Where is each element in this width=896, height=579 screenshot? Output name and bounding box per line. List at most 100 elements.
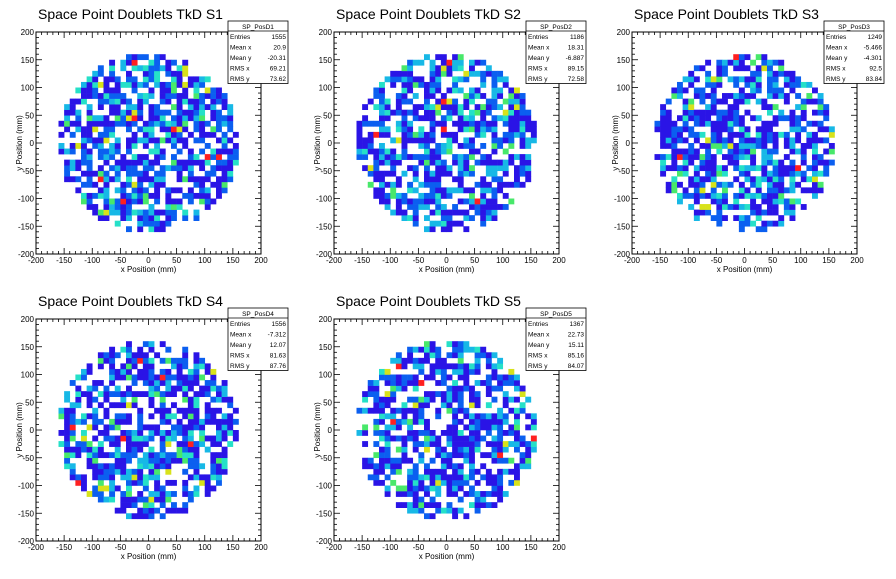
bin-cell	[435, 109, 442, 116]
bin-cell	[176, 98, 183, 105]
bin-cell	[733, 76, 740, 83]
bin-cell	[193, 126, 200, 133]
bin-cell	[221, 165, 228, 172]
bin-cell	[148, 491, 155, 497]
bin-cell	[435, 357, 442, 364]
bin-cell	[395, 181, 402, 188]
bin-cell	[693, 192, 700, 199]
bin-cell	[148, 430, 155, 436]
bin-cell	[379, 192, 385, 199]
bin-cell	[772, 198, 779, 205]
bin-cell	[137, 192, 144, 199]
bin-cell	[75, 418, 82, 425]
bin-cell	[671, 154, 678, 160]
bin-cell	[474, 70, 481, 77]
bin-cell	[693, 115, 700, 122]
x-tick-label: 100	[496, 256, 510, 265]
bin-cell	[722, 98, 728, 105]
bin-cell	[750, 143, 757, 149]
bin-cell	[693, 209, 700, 216]
bin-cell	[154, 187, 161, 194]
bin-cell	[508, 93, 515, 99]
bin-cell	[159, 176, 166, 183]
bin-cell	[401, 363, 408, 370]
bin-cell	[424, 165, 430, 172]
bin-cell	[412, 204, 419, 210]
bin-cell	[159, 109, 166, 116]
bin-cell	[384, 109, 391, 116]
stats-frame	[525, 20, 587, 84]
bin-cell	[373, 187, 380, 194]
bin-cell	[761, 126, 768, 133]
bin-cell	[463, 441, 470, 447]
bin-cell	[463, 115, 470, 122]
heatmap-svg: Space Point Doublets TkD S4-200 -150 -100-…	[15, 293, 289, 561]
bin-cell	[424, 137, 430, 144]
bin-cell	[109, 441, 116, 447]
bin-cell	[165, 165, 172, 172]
y-tick-label: 50	[621, 111, 630, 120]
bin-cell	[126, 468, 132, 475]
bin-cell	[126, 385, 132, 392]
bin-cell	[474, 491, 481, 497]
bin-cell	[126, 148, 132, 155]
y-tick-label: 100	[617, 84, 631, 93]
bin-cell	[733, 148, 740, 155]
bin-cell	[137, 507, 144, 514]
bin-cell	[474, 93, 481, 99]
bin-cell	[221, 452, 228, 459]
bin-cell	[693, 154, 700, 160]
bin-cell	[187, 81, 194, 88]
bin-cell	[699, 181, 706, 188]
bin-cell	[800, 143, 807, 149]
bin-cell	[92, 143, 99, 149]
bin-cell	[812, 165, 818, 172]
bin-cell	[485, 98, 492, 105]
bin-cell	[716, 137, 723, 144]
bin-cell	[738, 137, 745, 144]
bin-cell	[367, 120, 374, 127]
bin-cell	[159, 81, 166, 88]
bin-cell	[705, 170, 712, 177]
bin-cell	[86, 120, 93, 127]
bin-cell	[227, 418, 234, 425]
bin-cell	[187, 435, 194, 442]
bin-cell	[227, 176, 234, 183]
bin-cell	[126, 137, 132, 144]
bin-cell	[435, 70, 442, 77]
bin-cell	[154, 198, 161, 205]
bin-cell	[789, 148, 796, 155]
bin-cell	[452, 220, 459, 227]
bin-cell	[165, 93, 172, 99]
panel-s5: Space Point Doublets TkD S5 -200 -150 -100-…	[298, 287, 596, 574]
bin-cell	[800, 148, 807, 155]
bin-cell	[424, 226, 430, 233]
bin-cell	[373, 148, 380, 155]
bin-cell	[705, 176, 712, 183]
bin-cell	[497, 479, 504, 486]
bin-cell	[407, 126, 414, 133]
bin-cell	[502, 131, 509, 138]
bin-cell	[457, 391, 464, 397]
bin-cell	[418, 357, 425, 364]
bin-cell	[395, 70, 402, 77]
bin-cell	[452, 81, 459, 88]
bin-cell	[722, 181, 728, 188]
bin-cell	[131, 468, 138, 475]
bin-cell	[227, 109, 234, 116]
bin-cell	[171, 215, 177, 221]
bin-cell	[474, 435, 481, 442]
bin-cell	[384, 170, 391, 177]
bin-cell	[171, 479, 177, 486]
bin-cell	[137, 104, 144, 110]
bin-cell	[452, 176, 459, 183]
bin-cell	[126, 452, 132, 459]
bin-cell	[75, 385, 82, 392]
bin-cell	[216, 187, 222, 194]
bin-cell	[204, 187, 211, 194]
bin-cell	[452, 209, 459, 216]
bin-cell	[800, 187, 807, 194]
y-tick-label: -50	[320, 167, 332, 176]
bin-cell	[665, 181, 672, 188]
bin-cell	[187, 385, 194, 392]
